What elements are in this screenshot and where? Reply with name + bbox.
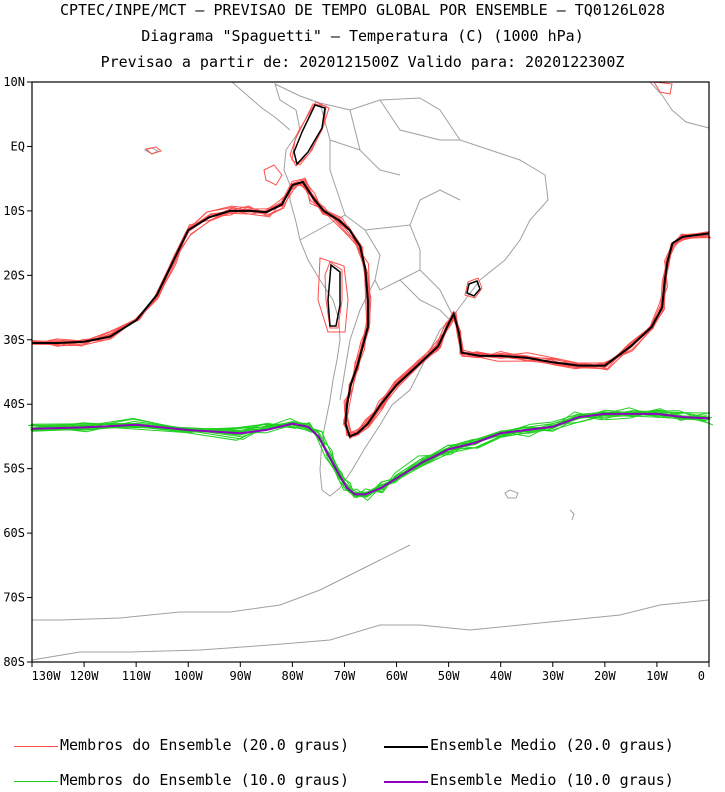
plot-frame — [31, 81, 710, 663]
y-tick-label: 20S — [3, 268, 25, 282]
y-tick-label: 80S — [3, 655, 25, 669]
x-tick-label: 10W — [646, 669, 668, 683]
legend-label-members-10: Membros do Ensemble (10.0 graus) — [60, 771, 349, 789]
y-tick-label: 10N — [3, 75, 25, 89]
y-axis: 10N EQ 10S 20S 30S 40S 50S 60S 70S 80S — [3, 75, 32, 669]
legend-swatch-members-10 — [14, 781, 58, 782]
y-tick-label: EQ — [11, 139, 25, 153]
mean-contour-south-brazil — [466, 280, 481, 297]
member-contour-andes-2 — [317, 257, 349, 333]
antarctic-peninsula — [32, 544, 411, 621]
member-contour-ecuador-coast — [263, 164, 283, 186]
x-tick-label: 30W — [542, 669, 564, 683]
x-tick-label: 90W — [229, 669, 251, 683]
legend-label-mean-20: Ensemble Medio (20.0 graus) — [430, 736, 674, 754]
closed-contours-red — [144, 81, 673, 333]
y-tick-label: 40S — [3, 397, 25, 411]
title-line-1: CPTEC/INPE/MCT – PREVISAO DE TEMPO GLOBA… — [59, 1, 666, 19]
y-tick-label: 10S — [3, 204, 25, 218]
country-borders — [299, 99, 461, 401]
y-tick-label: 30S — [3, 333, 25, 347]
mean-contour-andes — [327, 263, 341, 327]
plot-area — [32, 82, 709, 662]
legend-swatch-mean-10 — [384, 781, 428, 783]
x-tick-label: 20W — [594, 669, 616, 683]
member-contour-galapagos — [144, 146, 163, 155]
ensemble-mean-20-line — [32, 180, 710, 438]
ensemble-mean-10-line — [31, 412, 710, 496]
y-tick-label: 50S — [3, 462, 25, 476]
x-tick-label: 60W — [386, 669, 408, 683]
member-contour-south-brazil — [464, 277, 483, 299]
x-tick-label: 50W — [438, 669, 460, 683]
closed-contours-black — [293, 104, 481, 327]
south-georgia-island — [569, 509, 575, 521]
legend-swatch-mean-20 — [384, 746, 428, 748]
x-tick-label: 0 — [698, 669, 705, 683]
member-contour-north-peru-2 — [289, 101, 330, 167]
x-tick-label: 130W — [32, 669, 62, 683]
x-tick-label: 70W — [334, 669, 356, 683]
legend-label-members-20: Membros do Ensemble (20.0 graus) — [60, 736, 349, 754]
title-line-2: Diagrama "Spaguetti" – Temperatura (C) (… — [141, 27, 584, 45]
mean-contour-north-peru — [293, 104, 326, 166]
x-tick-label: 100W — [174, 669, 204, 683]
basemap — [31, 81, 710, 661]
falkland-islands — [504, 489, 519, 499]
ensemble-member-20-line — [33, 179, 710, 437]
x-tick-label: 40W — [490, 669, 512, 683]
y-tick-label: 70S — [3, 591, 25, 605]
legend-label-mean-10: Ensemble Medio (10.0 graus) — [430, 771, 674, 789]
x-tick-label: 110W — [122, 669, 152, 683]
antarctica-coast — [31, 599, 710, 661]
central-america-coast — [231, 81, 291, 131]
title-line-3: Previsao a partir de: 2020121500Z Valido… — [100, 53, 625, 71]
member-contour-andes — [324, 261, 343, 329]
legend-swatch-members-20 — [14, 746, 58, 747]
south-america-coastline — [274, 83, 549, 497]
x-tick-label: 120W — [70, 669, 100, 683]
x-tick-label: 80W — [282, 669, 304, 683]
y-tick-label: 60S — [3, 526, 25, 540]
west-africa-coast — [649, 81, 710, 129]
x-axis: 130W 120W 110W 100W 90W 80W 70W 60W 50W 40W 30W 20W… — [31, 662, 710, 683]
member-contour-sahara — [653, 81, 673, 95]
